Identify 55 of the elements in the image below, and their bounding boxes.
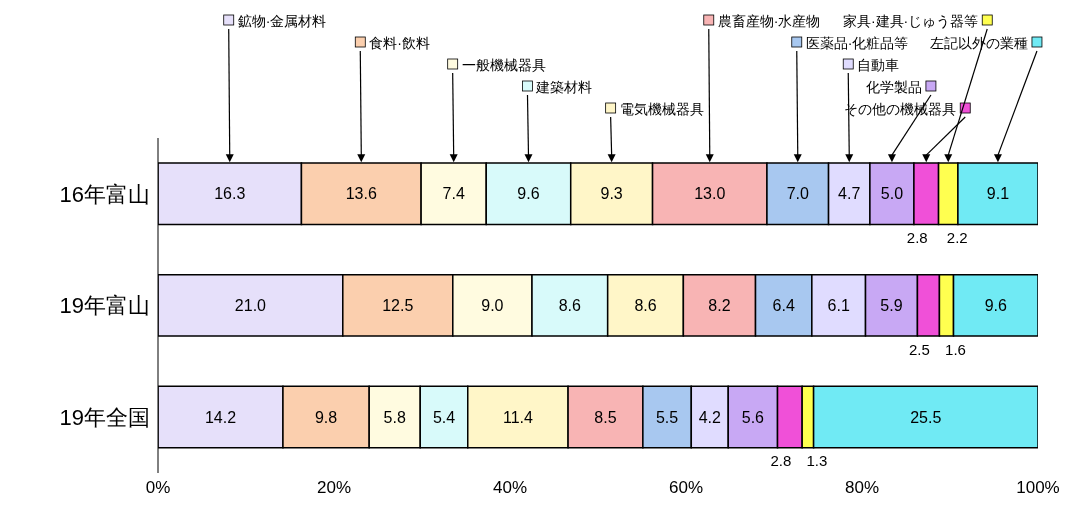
data-label: 6.1 <box>827 296 850 314</box>
data-label: 9.6 <box>517 185 540 203</box>
x-tick-label: 80% <box>844 478 880 498</box>
data-label: 9.8 <box>314 408 338 426</box>
data-label: 7.0 <box>786 185 809 203</box>
data-label: 8.2 <box>708 296 731 314</box>
data-label: 21.0 <box>234 296 267 314</box>
data-label: 25.5 <box>910 408 942 426</box>
legend-label: 鉱物·金属材料 <box>237 13 327 29</box>
data-label: 12.5 <box>382 296 414 314</box>
data-label: 7.4 <box>442 185 465 203</box>
legend-label: 農畜産物·水産物 <box>717 13 821 29</box>
data-label: 5.8 <box>383 408 406 426</box>
data-label: 13.6 <box>345 185 377 203</box>
data-label: 5.0 <box>880 185 904 203</box>
data-label: 2.2 <box>946 228 968 246</box>
data-label: 2.8 <box>906 228 928 246</box>
data-label: 9.6 <box>984 296 1007 314</box>
data-label: 9.3 <box>600 185 623 203</box>
data-label: 4.2 <box>698 408 721 426</box>
data-label: 1.6 <box>945 340 966 358</box>
data-label: 13.0 <box>694 185 726 203</box>
data-label: 5.6 <box>741 408 765 426</box>
legend-label: 建築材料 <box>535 79 593 95</box>
data-label: 1.3 <box>806 452 828 470</box>
data-label: 14.2 <box>204 408 237 426</box>
y-tick-label: 19年全国 <box>59 404 150 430</box>
x-tick-label: 20% <box>316 478 352 498</box>
data-label: 5.5 <box>655 408 679 426</box>
x-tick-label: 40% <box>492 478 528 498</box>
data-label: 9.0 <box>481 296 504 314</box>
data-label: 8.6 <box>558 296 582 314</box>
legend-label: 一般機械器具 <box>461 57 546 73</box>
x-tick-label: 100% <box>1016 478 1060 498</box>
text: 家具·建具·じゅう器等 <box>842 13 979 29</box>
data-label: 5.4 <box>432 408 456 426</box>
data-label: 4.7 <box>838 185 861 203</box>
legend-label: 自動車 <box>857 57 900 73</box>
data-label: 2.5 <box>909 340 930 358</box>
legend-label: 食料·飲料 <box>369 35 430 51</box>
legend-label: 医薬品·化粧品等 <box>805 35 909 51</box>
data-label: 6.4 <box>772 296 795 314</box>
data-label: 8.5 <box>594 408 617 426</box>
x-tick-label: 0% <box>145 478 171 498</box>
data-label: 8.6 <box>634 296 657 314</box>
y-tick-label: 19年富山 <box>59 293 150 319</box>
legend-label: 電気機械器具 <box>619 101 704 117</box>
data-label: 2.8 <box>770 452 792 470</box>
text: 化学製品 <box>865 79 922 95</box>
x-tick-label: 60% <box>668 478 704 498</box>
y-tick-label: 16年富山 <box>59 181 150 207</box>
data-label: 16.3 <box>214 185 246 203</box>
data-label: 5.9 <box>880 296 903 314</box>
data-label: 9.1 <box>986 185 1010 203</box>
data-label: 11.4 <box>502 408 533 426</box>
